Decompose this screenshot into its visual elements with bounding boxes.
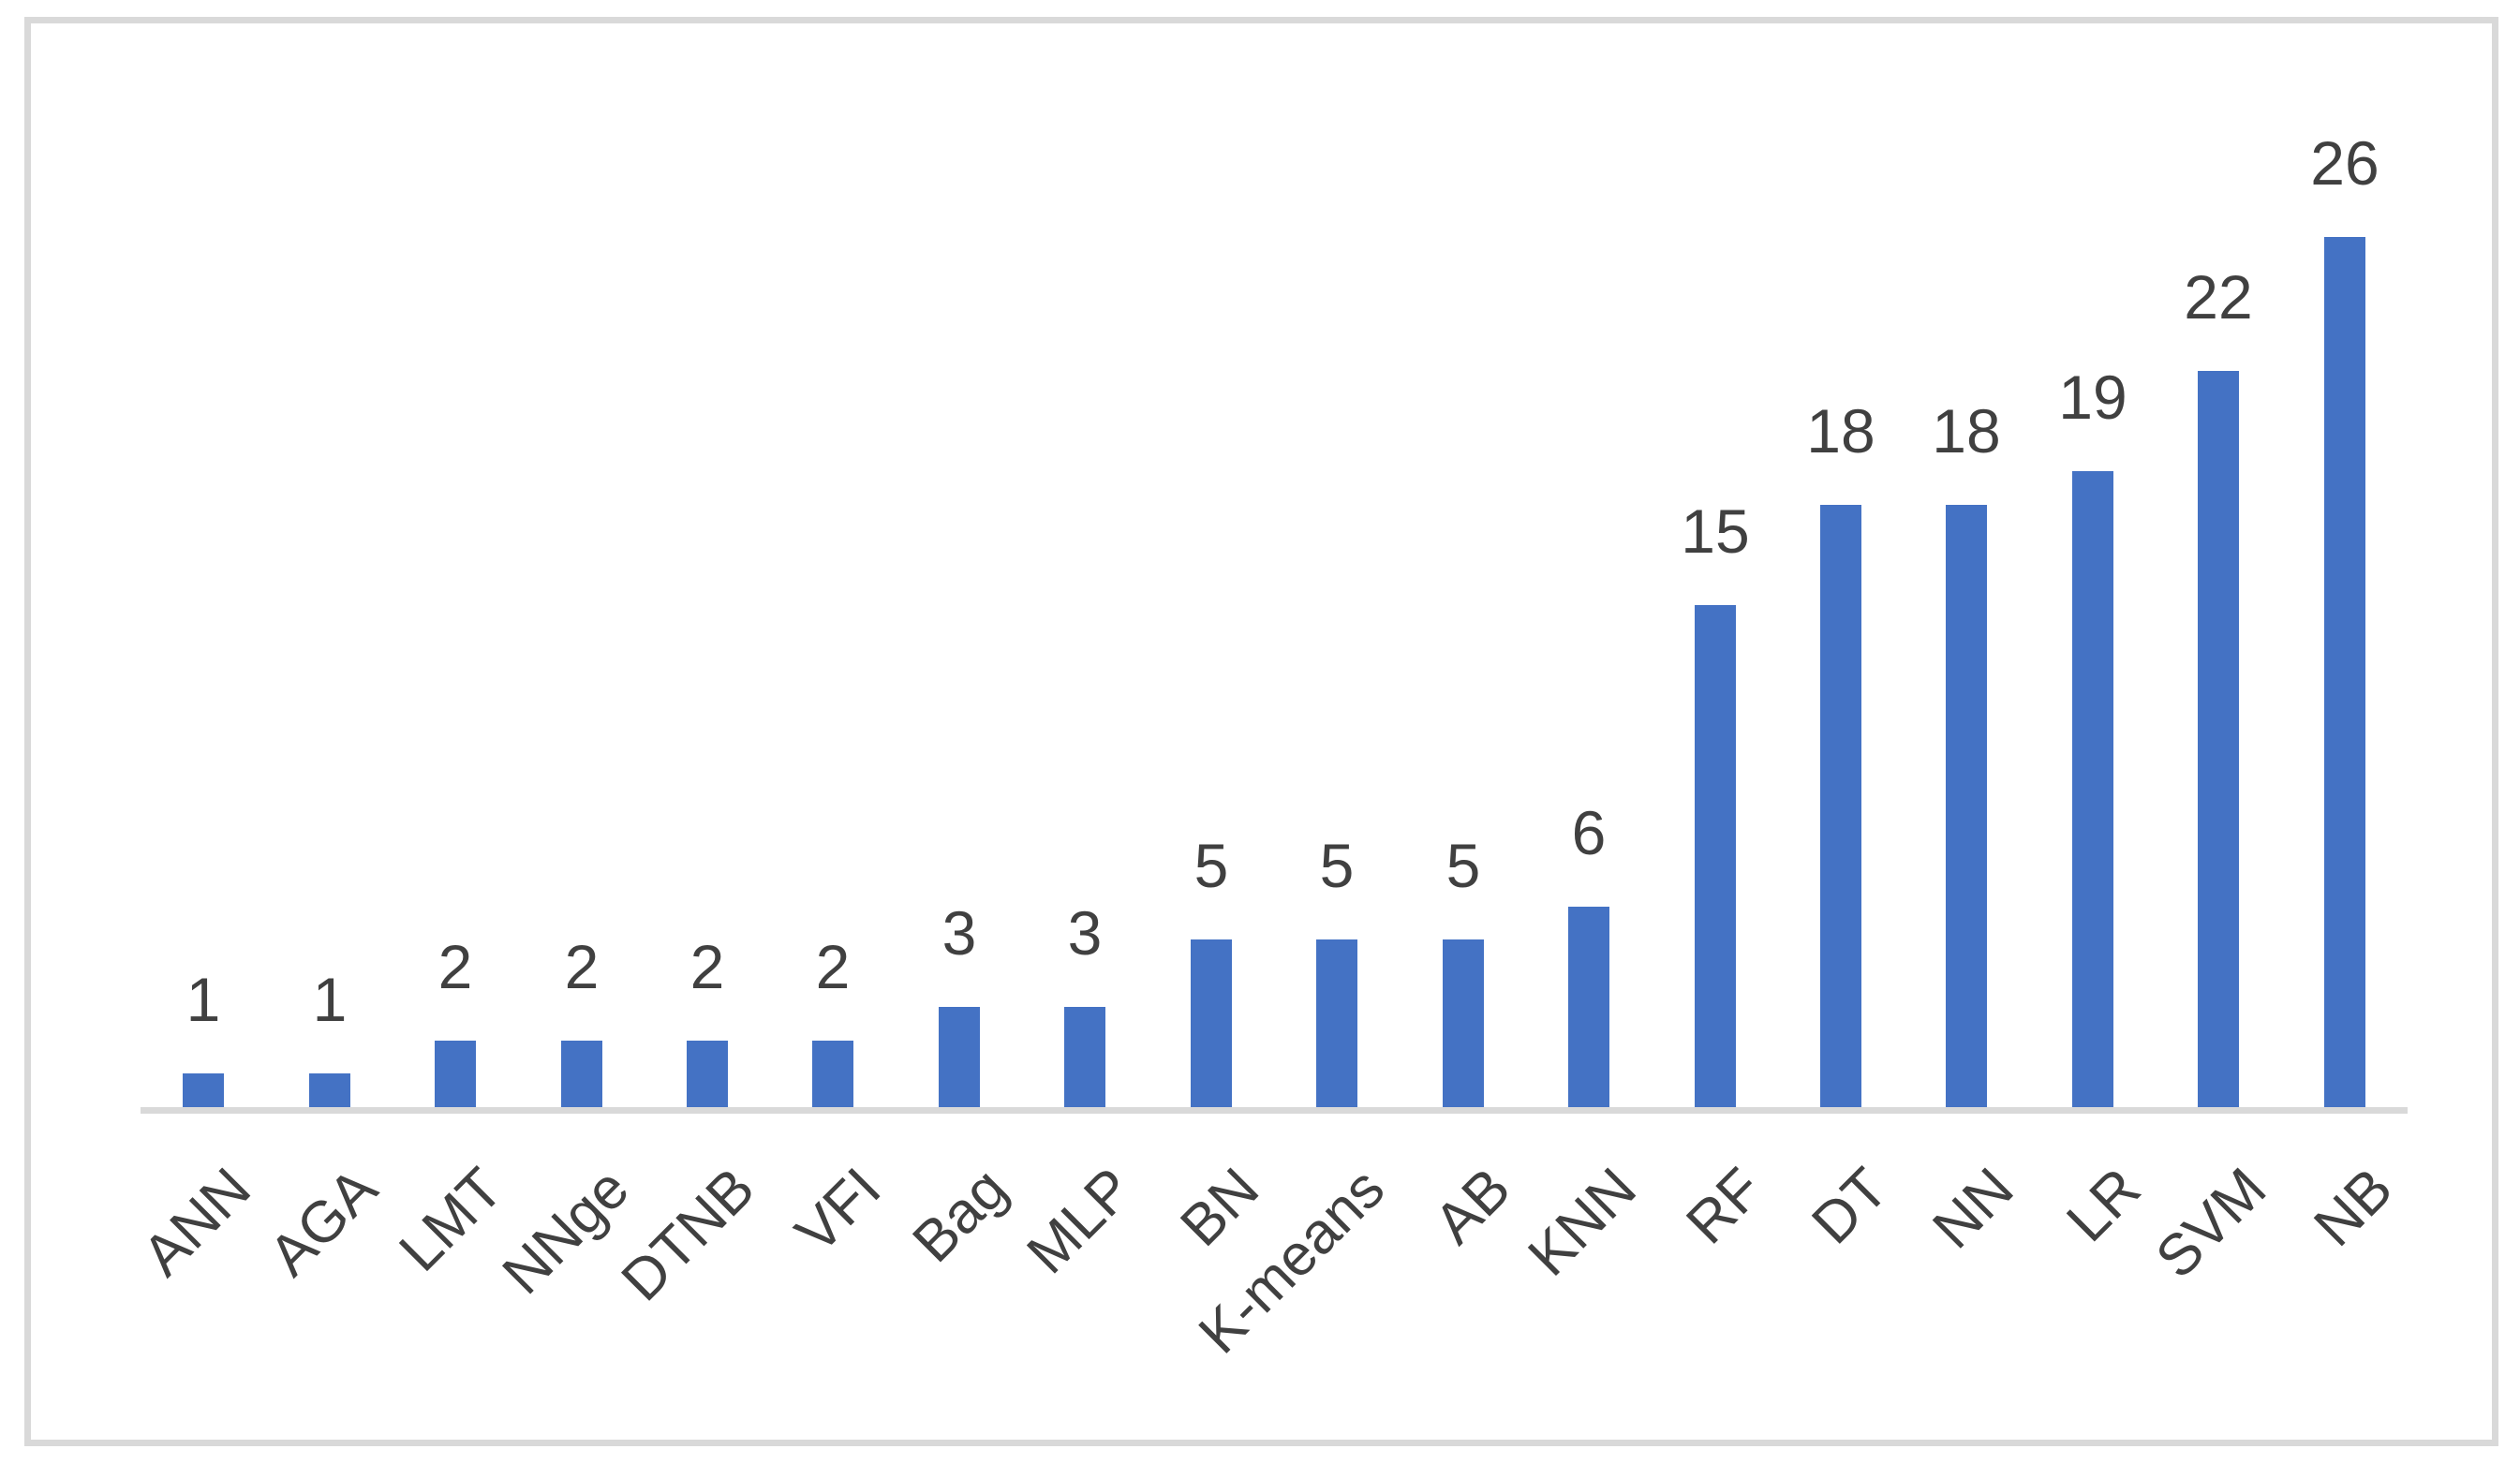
bar-BN xyxy=(1191,939,1232,1107)
data-label-Bag: 3 xyxy=(941,898,977,968)
bar-SVM xyxy=(2198,371,2239,1107)
bar-AGA xyxy=(309,1073,350,1107)
bar-AB xyxy=(1443,939,1484,1107)
data-label-KNN: 6 xyxy=(1571,798,1607,867)
data-label-DT: 18 xyxy=(1806,396,1875,466)
category-label-Bag: Bag xyxy=(900,1156,1019,1275)
data-label-AGA: 1 xyxy=(312,965,348,1034)
bar-NNge xyxy=(561,1041,602,1107)
data-label-AB: 5 xyxy=(1445,831,1481,900)
category-label-NN: NN xyxy=(1920,1156,2026,1262)
category-label-ANN: ANN xyxy=(130,1156,263,1289)
bar-DT xyxy=(1820,505,1861,1107)
category-label-MLP: MLP xyxy=(1015,1156,1145,1287)
category-label-RF: RF xyxy=(1674,1156,1775,1257)
category-label-LR: LR xyxy=(2054,1156,2153,1255)
data-label-NB: 26 xyxy=(2310,128,2379,198)
category-label-NNge: NNge xyxy=(491,1156,642,1308)
data-label-ANN: 1 xyxy=(185,965,221,1034)
data-label-NN: 18 xyxy=(1932,396,2001,466)
data-label-DTNB: 2 xyxy=(689,932,725,1001)
data-label-LR: 19 xyxy=(2058,362,2127,432)
bar-ANN xyxy=(183,1073,224,1107)
data-label-SVM: 22 xyxy=(2184,262,2253,332)
category-label-DT: DT xyxy=(1800,1156,1901,1257)
data-label-LMT: 2 xyxy=(437,932,473,1001)
category-label-AGA: AGA xyxy=(257,1156,390,1289)
category-label-DTNB: DTNB xyxy=(609,1156,767,1314)
data-label-K-means: 5 xyxy=(1319,831,1355,900)
data-label-VFI: 2 xyxy=(815,932,851,1001)
x-axis-line xyxy=(141,1107,2408,1114)
data-label-MLP: 3 xyxy=(1067,898,1103,968)
category-label-NB: NB xyxy=(2302,1156,2405,1259)
category-label-SVM: SVM xyxy=(2143,1156,2278,1291)
bar-MLP xyxy=(1064,1007,1105,1107)
bar-RF xyxy=(1695,605,1736,1107)
bar-LMT xyxy=(435,1041,476,1107)
category-label-BN: BN xyxy=(1168,1156,1271,1259)
bar-NB xyxy=(2324,237,2365,1107)
bar-KNN xyxy=(1568,907,1609,1107)
bar-K-means xyxy=(1316,939,1357,1107)
bar-VFI xyxy=(812,1041,853,1107)
bar-NN xyxy=(1946,505,1987,1107)
bar-LR xyxy=(2072,471,2113,1107)
category-label-KNN: KNN xyxy=(1516,1156,1649,1289)
data-label-RF: 15 xyxy=(1681,496,1750,566)
data-label-BN: 5 xyxy=(1193,831,1229,900)
category-label-AB: AB xyxy=(1422,1156,1523,1257)
data-label-NNge: 2 xyxy=(564,932,600,1001)
category-label-VFI: VFI xyxy=(782,1156,893,1266)
bar-Bag xyxy=(939,1007,980,1107)
bar-DTNB xyxy=(687,1041,728,1107)
